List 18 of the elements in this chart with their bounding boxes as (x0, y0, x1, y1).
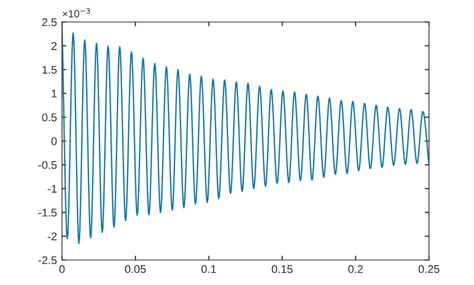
y-tick-label: 2.5 (42, 18, 57, 26)
y-tick-label: 2 (52, 42, 57, 50)
x-tick-label: 0 (59, 265, 65, 274)
y-tick-label: -1.5 (38, 208, 57, 217)
x-tick-label: 0.25 (418, 265, 440, 274)
x-tick-label: 0.05 (125, 265, 146, 274)
y-tick-label: -2 (48, 232, 57, 240)
y-tick-label: 0.5 (42, 113, 57, 122)
x-tick-label: 0.1 (202, 265, 216, 274)
y-tick-label: -0.5 (38, 161, 57, 169)
y-tick-label: -1 (48, 184, 57, 193)
y-tick-label: 0 (51, 137, 57, 146)
y-tick-label: 1 (52, 90, 57, 98)
x-tick-label: 0.15 (272, 265, 293, 274)
text: ×10$^{−3}$ (62, 8, 90, 18)
y-tick-label: -2.5 (38, 256, 57, 264)
x-tick-label: 0.2 (348, 265, 363, 274)
y-tick-label: 1.5 (42, 66, 57, 74)
